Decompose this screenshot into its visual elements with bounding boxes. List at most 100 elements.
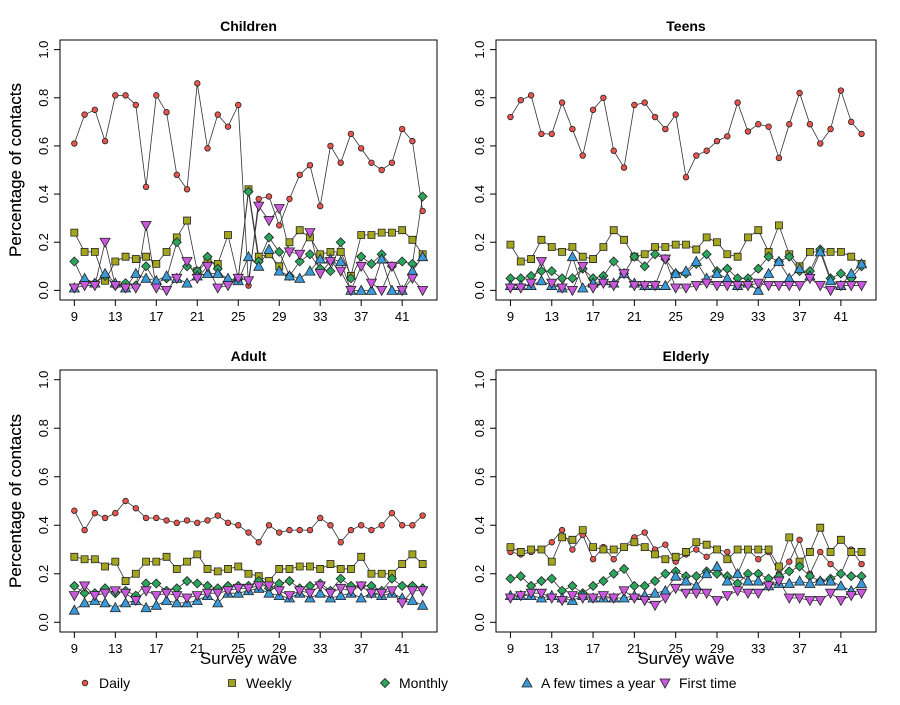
point xyxy=(242,250,255,262)
point xyxy=(680,575,692,586)
point xyxy=(317,202,324,210)
point xyxy=(546,266,557,277)
y-tick-label: 0.0 xyxy=(472,281,487,299)
point xyxy=(294,586,306,597)
point xyxy=(824,575,837,586)
point xyxy=(68,283,81,294)
point xyxy=(419,207,426,215)
point xyxy=(682,240,690,249)
point xyxy=(379,677,391,689)
x-tick-label: 21 xyxy=(627,309,641,324)
y-tick-label: 1.0 xyxy=(472,371,487,389)
point xyxy=(326,247,335,256)
point xyxy=(546,593,558,604)
y-tick-label: 0.2 xyxy=(36,233,51,251)
point xyxy=(775,221,783,230)
point xyxy=(232,273,244,285)
y-tick-label: 0.6 xyxy=(36,468,51,486)
point xyxy=(567,273,578,284)
point xyxy=(325,266,336,277)
point xyxy=(504,593,517,604)
plot-frame xyxy=(495,369,877,633)
point xyxy=(337,159,344,166)
point xyxy=(417,191,428,202)
point xyxy=(132,505,140,512)
point xyxy=(324,257,337,268)
point xyxy=(608,568,619,579)
point xyxy=(724,548,731,556)
point xyxy=(171,237,182,248)
point xyxy=(419,512,426,519)
point xyxy=(355,284,367,295)
point xyxy=(101,514,109,522)
point xyxy=(846,571,857,582)
point xyxy=(660,568,671,579)
point xyxy=(711,568,723,579)
point xyxy=(855,258,868,269)
plot-frame xyxy=(59,39,438,301)
point xyxy=(91,509,99,517)
point xyxy=(99,237,111,249)
point xyxy=(234,562,243,571)
point xyxy=(651,550,659,559)
point xyxy=(847,252,856,261)
x-tick-label: 37 xyxy=(792,309,806,324)
point xyxy=(701,249,712,260)
point xyxy=(213,567,222,576)
point xyxy=(285,565,294,573)
point xyxy=(506,543,515,551)
x-tick-label: 37 xyxy=(354,641,368,656)
point xyxy=(396,285,408,297)
point xyxy=(273,204,285,215)
point xyxy=(214,512,221,519)
y-tick-label: 0.8 xyxy=(472,89,487,107)
point xyxy=(306,526,314,534)
point xyxy=(577,593,589,604)
point xyxy=(620,543,628,551)
point xyxy=(517,96,524,104)
point xyxy=(243,186,254,197)
point xyxy=(150,591,162,602)
point xyxy=(377,228,386,237)
legend-label: Monthly xyxy=(399,675,448,691)
point xyxy=(409,137,416,145)
point xyxy=(516,548,525,556)
point xyxy=(253,201,265,212)
point xyxy=(224,231,232,239)
point xyxy=(294,249,306,261)
point xyxy=(140,601,152,613)
legend-label: A few times a year xyxy=(541,675,656,691)
point xyxy=(69,580,80,591)
point xyxy=(806,121,814,128)
x-tick-label: 29 xyxy=(710,309,724,324)
point xyxy=(785,533,794,542)
point xyxy=(826,247,835,256)
point xyxy=(742,588,754,600)
point xyxy=(245,529,252,536)
point xyxy=(356,251,367,262)
point xyxy=(109,601,122,613)
point xyxy=(121,252,130,261)
point xyxy=(416,586,429,597)
point xyxy=(81,679,89,687)
point xyxy=(81,111,88,118)
point xyxy=(284,575,295,587)
point xyxy=(327,142,334,150)
point xyxy=(142,252,150,261)
y-axis-label: Percentage of contacts xyxy=(6,83,25,257)
point xyxy=(212,283,224,294)
point xyxy=(651,113,659,121)
point xyxy=(242,276,255,287)
point xyxy=(786,121,793,128)
point xyxy=(700,278,713,289)
x-tick-label: 37 xyxy=(792,641,806,656)
point xyxy=(224,519,232,527)
legend-label: First time xyxy=(679,675,737,691)
point xyxy=(835,268,846,279)
y-axis-label: Percentage of contacts xyxy=(6,414,25,588)
point xyxy=(171,597,183,608)
panel-title: Elderly xyxy=(663,348,710,364)
point xyxy=(661,243,670,251)
point xyxy=(336,247,345,256)
point xyxy=(140,586,152,597)
